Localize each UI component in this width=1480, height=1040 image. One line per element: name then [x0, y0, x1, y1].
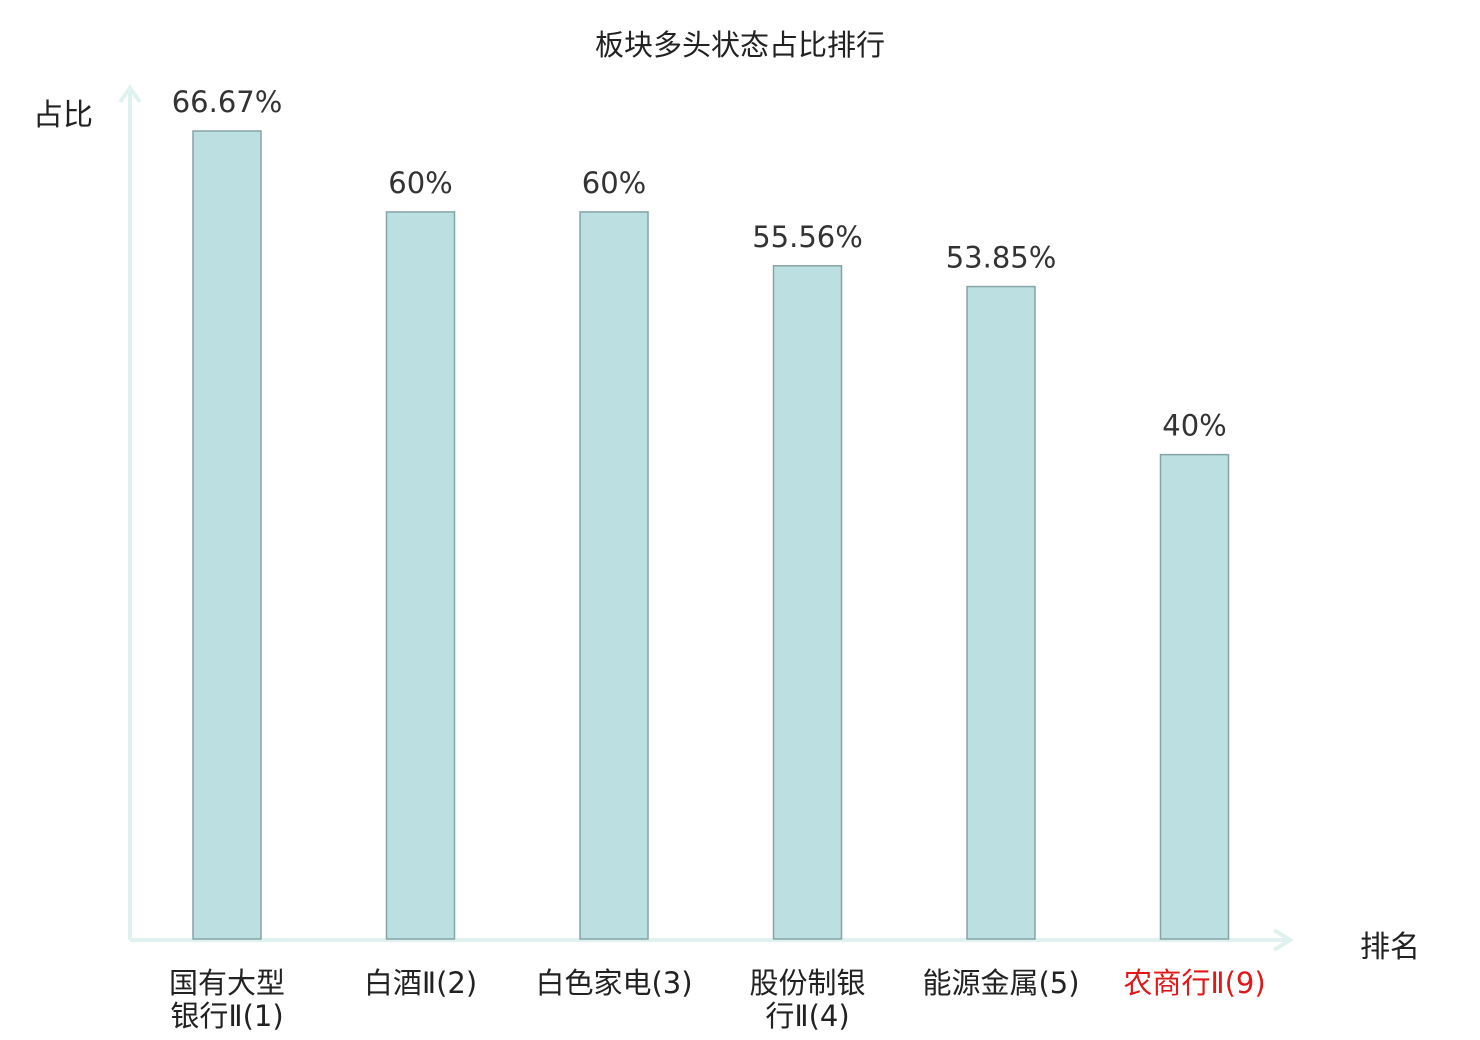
x-tick-label: 股份制银 [749, 966, 865, 1000]
x-tick-label: 行Ⅱ(4) [765, 999, 849, 1033]
x-tick-label: 能源金属(5) [922, 966, 1079, 1000]
x-tick-label: 农商行Ⅱ(9) [1123, 966, 1265, 1000]
bars-group [192, 130, 1230, 940]
bar [385, 211, 456, 940]
data-label: 55.56% [752, 220, 863, 254]
data-label: 40% [1162, 409, 1226, 443]
y-axis-label: 占比 [33, 98, 93, 133]
bar [1159, 453, 1230, 940]
data-label: 66.67% [172, 85, 283, 119]
data-label: 53.85% [946, 241, 1057, 275]
x-tick-label: 白色家电(3) [535, 966, 692, 1000]
data-label: 60% [582, 166, 646, 200]
value-labels-group: 66.67% 60% 60% 55.56% 53.85% 40% [172, 85, 1227, 443]
x-axis-arrow [1272, 928, 1294, 952]
bar [772, 265, 843, 940]
x-tick-label: 银行Ⅱ(1) [170, 999, 283, 1033]
chart-title: 板块多头状态占比排行 [594, 28, 885, 62]
y-axis-arrow [118, 84, 142, 104]
x-tick-label: 白酒Ⅱ(2) [364, 966, 477, 1000]
bar [966, 285, 1036, 940]
axes [118, 84, 1294, 952]
x-axis-label: 排名 [1360, 930, 1420, 965]
data-label: 60% [388, 166, 452, 200]
bar [579, 211, 649, 940]
bar [192, 130, 262, 940]
x-tick-label: 国有大型 [169, 966, 285, 1000]
